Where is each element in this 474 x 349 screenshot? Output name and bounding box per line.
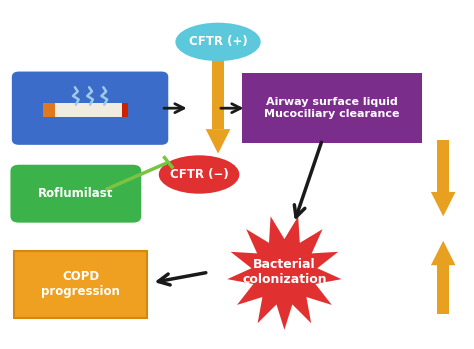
Ellipse shape xyxy=(159,155,239,194)
Bar xyxy=(437,265,449,314)
Polygon shape xyxy=(227,216,342,330)
Ellipse shape xyxy=(175,23,261,61)
Text: Bacterial
colonization: Bacterial colonization xyxy=(242,258,327,286)
Text: COPD
progression: COPD progression xyxy=(41,270,120,298)
Polygon shape xyxy=(206,129,230,154)
FancyBboxPatch shape xyxy=(12,72,168,145)
Bar xyxy=(437,140,449,192)
Text: Roflumilast: Roflumilast xyxy=(38,187,114,200)
FancyBboxPatch shape xyxy=(10,165,141,223)
Bar xyxy=(212,59,224,129)
Polygon shape xyxy=(431,241,456,265)
FancyBboxPatch shape xyxy=(242,73,422,143)
Text: CFTR (+): CFTR (+) xyxy=(189,35,247,49)
Bar xyxy=(43,103,128,117)
Bar xyxy=(43,103,55,117)
Text: CFTR (−): CFTR (−) xyxy=(170,168,228,181)
FancyBboxPatch shape xyxy=(14,251,147,318)
Polygon shape xyxy=(431,192,456,216)
Bar xyxy=(122,103,128,117)
Text: Airway surface liquid
Mucociliary clearance: Airway surface liquid Mucociliary cleara… xyxy=(264,97,400,119)
